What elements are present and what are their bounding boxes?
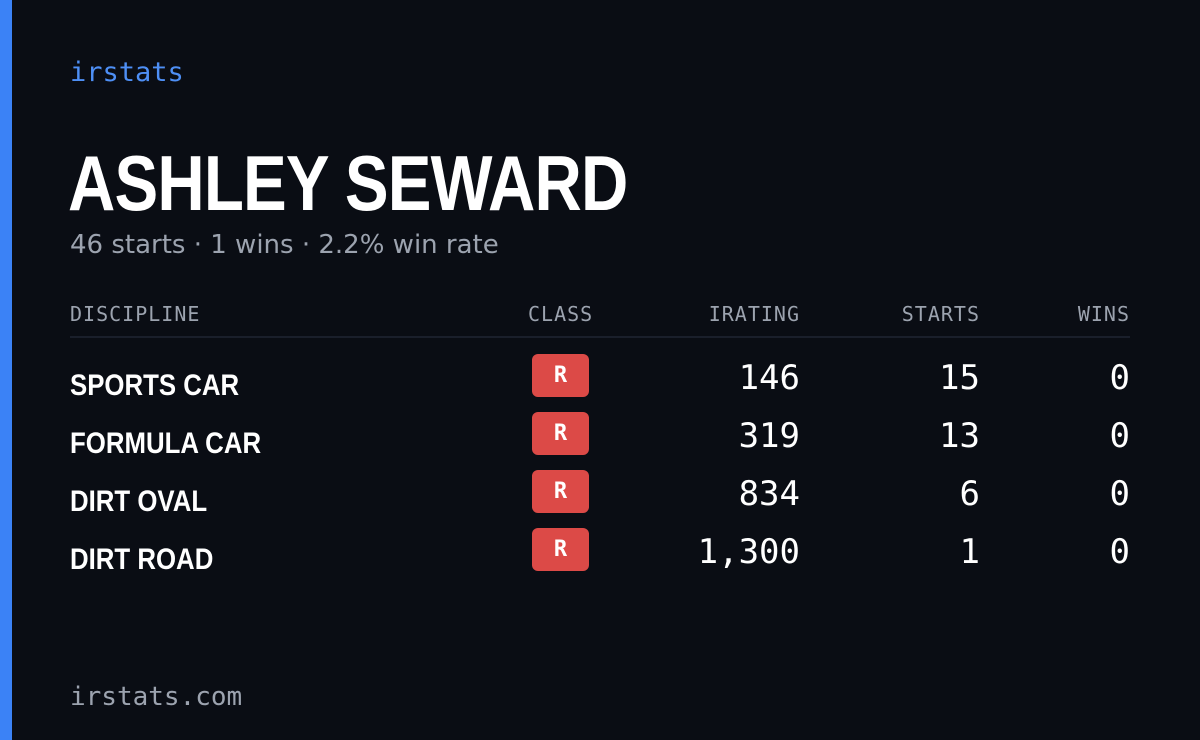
table-row: SPORTS CAR R 146 15 0 [70,354,1130,412]
accent-bar [0,0,12,740]
row-starts: 15 [939,358,980,398]
table-header: DISCIPLINE CLASS IRATING STARTS WINS [70,296,1130,338]
row-discipline: SPORTS CAR [70,369,240,402]
footer-url-link[interactable]: irstats.com [70,682,243,712]
stats-table: DISCIPLINE CLASS IRATING STARTS WINS SPO… [70,296,1130,586]
row-discipline: FORMULA CAR [70,427,262,460]
player-name: ASHLEY SEWARD [68,139,628,227]
row-starts: 1 [959,532,980,572]
row-irating: 1,300 [697,532,800,572]
table-body: SPORTS CAR R 146 15 0 FORMULA CAR R 319 … [70,354,1130,586]
row-wins: 0 [1109,532,1130,572]
table-row: DIRT ROAD R 1,300 1 0 [70,528,1130,586]
class-badge: R [532,412,589,455]
header-starts: STARTS [901,302,980,326]
class-badge: R [532,470,589,513]
table-row: FORMULA CAR R 319 13 0 [70,412,1130,470]
row-irating: 319 [738,416,800,456]
row-wins: 0 [1109,416,1130,456]
row-wins: 0 [1109,474,1130,514]
table-row: DIRT OVAL R 834 6 0 [70,470,1130,528]
header-class: CLASS [528,302,594,326]
row-wins: 0 [1109,358,1130,398]
player-summary: 46 starts · 1 wins · 2.2% win rate [70,230,499,260]
class-badge: R [532,528,589,571]
row-starts: 13 [939,416,980,456]
row-starts: 6 [959,474,980,514]
class-badge: R [532,354,589,397]
header-wins: WINS [1077,302,1130,326]
row-irating: 834 [738,474,800,514]
header-irating: IRATING [708,302,800,326]
header-discipline: DISCIPLINE [70,302,201,326]
row-discipline: DIRT ROAD [70,543,214,576]
row-irating: 146 [738,358,800,398]
brand-name: irstats [70,57,184,88]
row-discipline: DIRT OVAL [70,485,208,518]
